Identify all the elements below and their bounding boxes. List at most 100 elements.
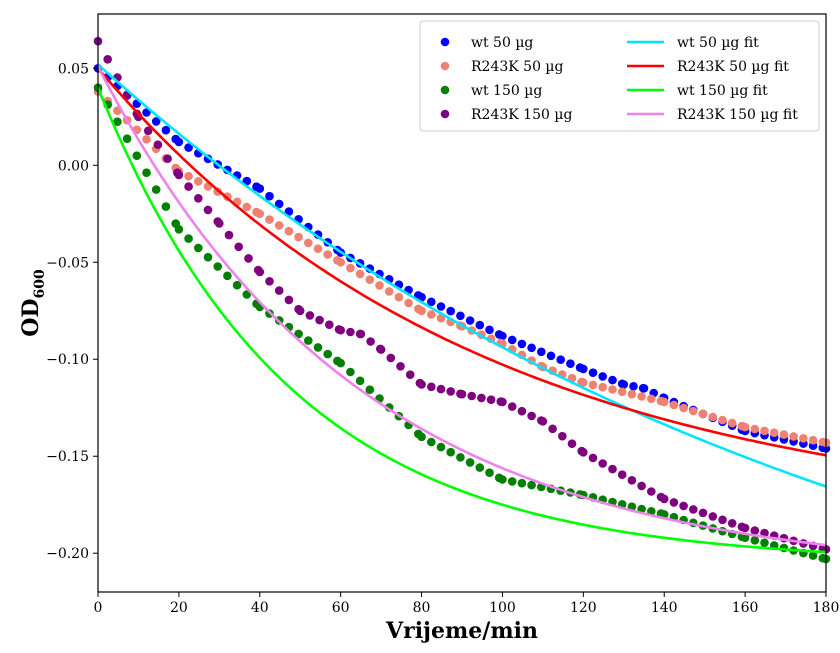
x-tick-label: 120	[570, 600, 597, 616]
data-point	[294, 329, 303, 339]
scatter-series	[93, 87, 831, 448]
data-point	[265, 191, 274, 201]
legend-box	[419, 20, 820, 132]
data-point	[475, 320, 485, 330]
y-axis-title-main: OD	[18, 298, 44, 336]
data-point	[465, 316, 475, 325]
x-tick-label: 80	[413, 600, 431, 616]
data-point	[779, 430, 789, 439]
data-point	[566, 359, 575, 369]
data-point	[446, 447, 456, 457]
x-axis-title: Vrijeme/min	[385, 618, 538, 644]
fit-lines-layer	[96, 63, 827, 554]
data-point	[174, 170, 184, 180]
data-point	[336, 258, 346, 267]
data-point	[396, 362, 405, 371]
data-point	[366, 337, 375, 346]
data-point	[417, 292, 426, 302]
data-point	[132, 151, 142, 160]
data-point	[527, 480, 536, 490]
data-point	[799, 434, 808, 443]
data-point	[265, 215, 274, 224]
data-point	[718, 415, 727, 425]
x-tick-label: 180	[813, 600, 840, 616]
data-point	[151, 117, 161, 126]
data-point	[517, 478, 527, 488]
data-point	[161, 202, 171, 211]
data-point	[669, 498, 679, 507]
data-point	[376, 345, 386, 354]
data-point	[203, 252, 213, 262]
data-point	[588, 453, 598, 463]
data-point	[647, 394, 656, 404]
legend-label: R243K 150 µg fit	[677, 107, 798, 123]
data-point	[284, 226, 294, 236]
data-point	[113, 117, 122, 126]
data-point	[567, 439, 577, 449]
data-point	[639, 384, 649, 393]
y-tick-label: 0.05	[58, 61, 89, 77]
data-point	[698, 409, 708, 419]
data-point	[659, 397, 669, 407]
data-point	[355, 376, 365, 386]
data-point	[517, 339, 527, 349]
data-point	[315, 315, 324, 325]
data-point	[619, 380, 629, 389]
data-point	[405, 370, 415, 380]
data-point	[194, 194, 203, 203]
data-point	[194, 243, 203, 253]
data-point	[617, 387, 627, 397]
data-point	[760, 538, 769, 548]
x-tick-label: 100	[489, 600, 516, 616]
data-point	[486, 395, 496, 405]
data-point	[417, 380, 426, 389]
data-point	[242, 202, 252, 212]
data-point	[627, 389, 637, 399]
data-point	[579, 448, 588, 457]
data-point	[346, 327, 355, 337]
data-point	[184, 234, 193, 243]
data-point	[194, 177, 203, 186]
data-point	[427, 437, 436, 447]
x-tick-label: 0	[94, 600, 103, 616]
data-point	[274, 221, 284, 230]
data-point	[627, 476, 637, 485]
data-point	[456, 453, 465, 462]
legend-label: R243K 50 µg fit	[677, 59, 789, 75]
data-point	[477, 393, 486, 403]
y-tick-label: −0.20	[46, 546, 89, 562]
data-point	[234, 242, 243, 252]
legend-label: wt 150 µg	[471, 83, 542, 99]
data-point	[122, 134, 132, 143]
data-point	[151, 185, 161, 194]
data-point	[295, 306, 305, 316]
data-point	[498, 397, 507, 407]
y-axis-title: OD600	[18, 269, 48, 337]
data-point	[365, 275, 375, 285]
data-point	[740, 523, 750, 533]
data-point	[546, 351, 556, 361]
data-point	[313, 343, 323, 352]
data-point	[467, 391, 477, 401]
data-point	[346, 367, 355, 377]
data-point	[215, 219, 224, 228]
data-point	[637, 392, 646, 401]
data-point	[142, 168, 151, 177]
data-point	[538, 417, 548, 426]
data-point	[708, 412, 718, 422]
data-point	[588, 368, 598, 378]
data-point	[274, 286, 284, 295]
legend-label: R243K 150 µg	[471, 107, 572, 123]
data-point	[617, 470, 627, 480]
data-point	[174, 225, 184, 234]
data-point	[485, 325, 494, 335]
data-point	[232, 280, 242, 290]
data-point	[325, 320, 334, 330]
data-point	[417, 306, 426, 316]
data-point	[427, 310, 436, 319]
data-point	[598, 459, 607, 468]
data-point	[588, 380, 598, 390]
data-point	[465, 458, 475, 467]
data-point	[498, 331, 507, 341]
data-point	[598, 372, 607, 381]
